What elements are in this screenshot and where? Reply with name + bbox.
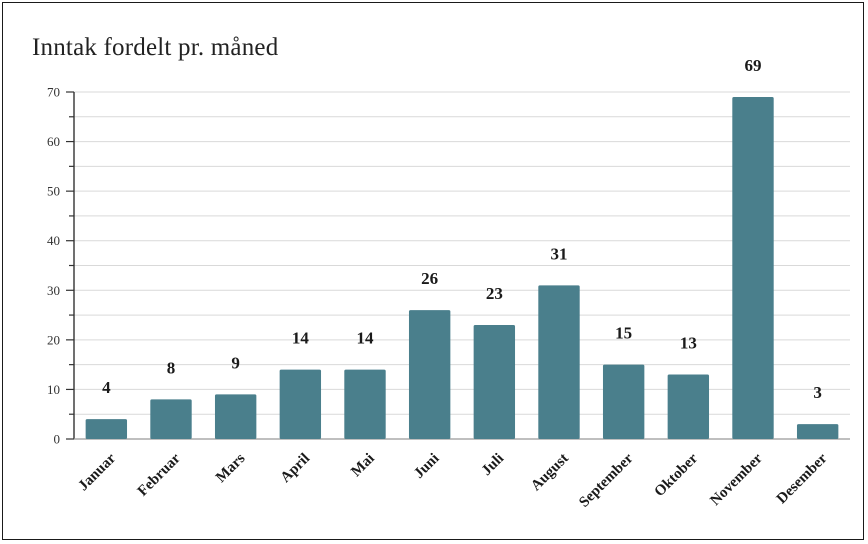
bar-juni bbox=[408, 310, 451, 439]
data-label-desember: 3 bbox=[813, 383, 822, 402]
bar-mai bbox=[344, 369, 386, 439]
axes: 0 10 20 30 40 50 60 70 bbox=[47, 85, 850, 447]
x-tick-label-oktober: Oktober bbox=[652, 450, 702, 500]
chart-title: Inntak fordelt pr. måned bbox=[32, 34, 279, 61]
y-tick-label: 30 bbox=[47, 283, 60, 298]
gridlines bbox=[74, 91, 850, 415]
bar-januar bbox=[85, 419, 128, 439]
bar-mars bbox=[214, 394, 257, 439]
bar-juli bbox=[473, 324, 516, 439]
data-label-januar: 4 bbox=[102, 378, 111, 397]
y-tick-label: 50 bbox=[47, 184, 60, 199]
y-tick-label: 20 bbox=[47, 332, 60, 347]
bar-september bbox=[602, 364, 645, 439]
data-label-august: 31 bbox=[551, 244, 568, 263]
y-tick-label: 0 bbox=[54, 432, 61, 447]
data-label-oktober: 13 bbox=[680, 334, 697, 353]
bar-november bbox=[732, 96, 774, 439]
data-label-november: 69 bbox=[745, 56, 762, 75]
bar-desember bbox=[796, 424, 839, 439]
data-labels: 4 8 9 14 14 26 23 31 15 13 69 3 bbox=[102, 56, 822, 402]
y-tick-label: 10 bbox=[47, 382, 60, 397]
data-label-juli: 23 bbox=[486, 284, 503, 303]
y-tick-label: 70 bbox=[47, 85, 60, 100]
y-tick-label: 60 bbox=[47, 134, 60, 149]
bar-august bbox=[538, 285, 580, 439]
x-tick-label-juli: Juli bbox=[479, 451, 507, 479]
data-label-september: 15 bbox=[615, 324, 632, 343]
x-tick-label-april: April bbox=[278, 451, 313, 486]
bar-februar bbox=[150, 399, 192, 439]
bar-oktober bbox=[667, 374, 710, 439]
y-tick-label: 40 bbox=[47, 233, 60, 248]
x-tick-label-august: August bbox=[528, 451, 572, 495]
x-tick-label-november: November bbox=[707, 450, 766, 509]
x-tick-label-september: September bbox=[576, 450, 636, 510]
x-tick-label-mars: Mars bbox=[213, 450, 249, 486]
data-label-juni: 26 bbox=[421, 269, 438, 288]
bar-april bbox=[279, 369, 322, 439]
x-tick-label-juni: Juni bbox=[411, 451, 442, 482]
data-label-mars: 9 bbox=[231, 353, 240, 372]
x-tick-label-mai: Mai bbox=[348, 451, 378, 481]
x-tick-label-februar: Februar bbox=[135, 450, 184, 499]
data-label-mai: 14 bbox=[357, 329, 375, 348]
data-label-april: 14 bbox=[292, 329, 310, 348]
data-label-februar: 8 bbox=[167, 358, 176, 377]
x-tick-label-desember: Desember bbox=[774, 450, 831, 507]
x-tick-label-januar: Januar bbox=[75, 450, 119, 494]
x-tick-labels: Januar Februar Mars April Mai Juni Juli August S… bbox=[75, 450, 830, 510]
bars bbox=[85, 96, 839, 439]
